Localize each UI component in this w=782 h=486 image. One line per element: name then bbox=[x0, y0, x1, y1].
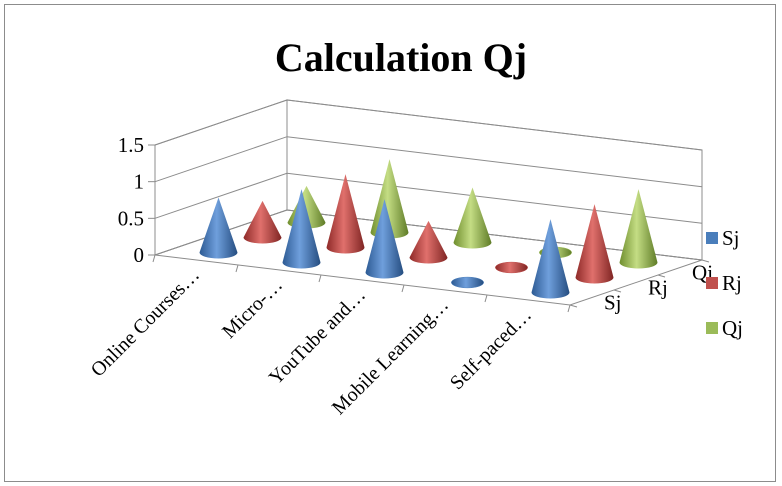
legend-label-Rj: Rj bbox=[722, 271, 742, 295]
cone-Qj-3 bbox=[453, 187, 492, 249]
cones bbox=[199, 159, 658, 299]
cone-Sj-3 bbox=[365, 199, 404, 279]
category-label: Self-paced… bbox=[446, 304, 536, 394]
y-tick-label: 0 bbox=[134, 243, 145, 267]
cone-Sj-1 bbox=[199, 197, 238, 259]
depth-label: Rj bbox=[648, 276, 668, 300]
depth-tick-mark bbox=[569, 304, 578, 308]
legend-swatch-Qj bbox=[706, 322, 718, 334]
cone-Rj-2 bbox=[326, 174, 365, 254]
chart-title: Calculation Qj bbox=[275, 35, 527, 80]
y-tick-label: 0.5 bbox=[118, 206, 144, 230]
gridline bbox=[154, 172, 703, 224]
legend-swatch-Sj bbox=[706, 232, 718, 244]
depth-tick-mark bbox=[701, 259, 710, 263]
cone-Rj-4 bbox=[495, 261, 528, 274]
x-tick-mark bbox=[401, 284, 405, 293]
chart-area: Calculation Qj 0 0.5 1 1.5 Online Courses… M… bbox=[4, 4, 776, 482]
x-tick-mark bbox=[152, 254, 156, 263]
depth-label: Sj bbox=[604, 291, 622, 315]
cone-Rj-1 bbox=[243, 200, 282, 244]
x-tick-mark bbox=[318, 274, 322, 283]
gridline bbox=[154, 136, 703, 188]
cone-Rj-3 bbox=[409, 220, 448, 264]
cone-chart: Calculation Qj 0 0.5 1 1.5 Online Courses… M… bbox=[87, 35, 743, 419]
chart-walls bbox=[154, 99, 703, 306]
legend-label-Qj: Qj bbox=[722, 316, 743, 340]
legend-label-Sj: Sj bbox=[722, 226, 740, 250]
cone-Rj-5 bbox=[575, 204, 614, 284]
x-tick-mark bbox=[567, 304, 571, 313]
legend: Sj Rj Qj bbox=[706, 226, 743, 340]
y-axis-ticks: 0 0.5 1 1.5 bbox=[118, 133, 144, 267]
gridline bbox=[154, 209, 703, 261]
y-tick-label: 1 bbox=[134, 170, 145, 194]
cone-Sj-2 bbox=[282, 189, 321, 269]
axis-lines bbox=[148, 144, 710, 313]
cone-Sj-4 bbox=[451, 276, 484, 289]
depth-tick-mark bbox=[613, 289, 622, 293]
gridlines bbox=[154, 99, 703, 261]
depth-tick-mark bbox=[657, 274, 666, 278]
x-tick-mark bbox=[235, 264, 239, 273]
category-label: Micro-… bbox=[218, 274, 287, 343]
cone-Qj-5 bbox=[619, 189, 658, 269]
y-tick-label: 1.5 bbox=[118, 133, 144, 157]
category-label: Online Courses… bbox=[87, 264, 204, 381]
x-tick-mark bbox=[484, 294, 488, 303]
gridline bbox=[154, 99, 703, 151]
cone-Sj-5 bbox=[531, 219, 570, 299]
legend-swatch-Rj bbox=[706, 277, 718, 289]
category-label: YouTube and… bbox=[265, 284, 370, 389]
